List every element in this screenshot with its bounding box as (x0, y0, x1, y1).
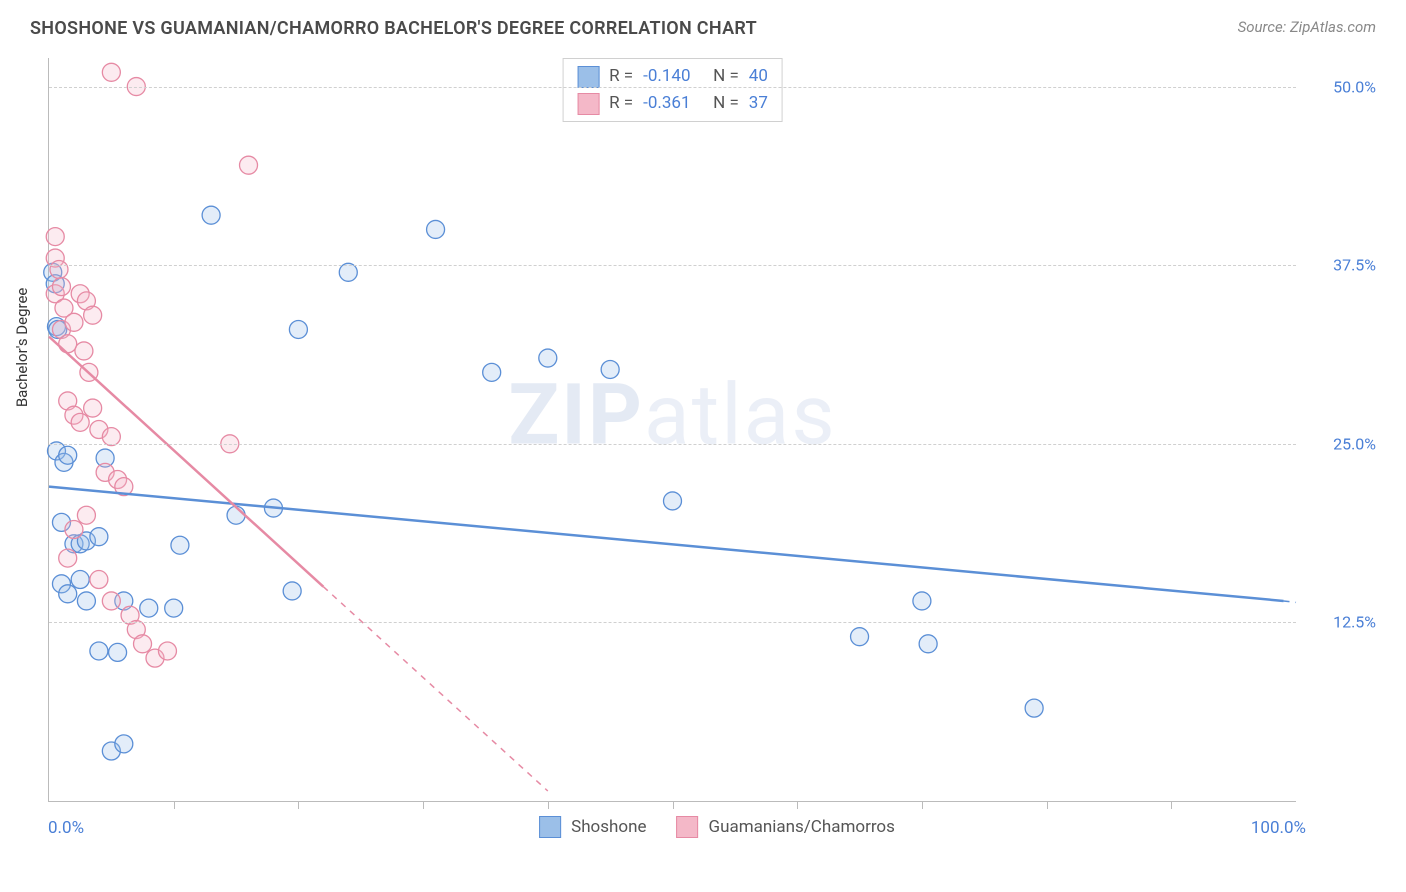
data-point (115, 735, 133, 753)
data-point (77, 592, 95, 610)
series-legend: Shoshone Guamanians/Chamorros (539, 816, 895, 838)
n-value: 37 (749, 90, 768, 117)
legend-swatch (539, 816, 561, 838)
x-axis-min-label: 0.0% (48, 818, 84, 838)
data-point (59, 549, 77, 567)
data-point (59, 585, 77, 603)
data-point (539, 349, 557, 367)
gridline (49, 265, 1296, 266)
legend-swatch (577, 66, 599, 88)
x-tick (298, 801, 299, 809)
x-axis-max-label: 100.0% (1251, 818, 1306, 838)
data-point (158, 642, 176, 660)
data-point (851, 628, 869, 646)
data-point (171, 536, 189, 554)
x-tick (1171, 801, 1172, 809)
data-point (90, 571, 108, 589)
data-point (59, 335, 77, 353)
x-tick (174, 801, 175, 809)
source-attribution: Source: ZipAtlas.com (1238, 18, 1376, 36)
data-point (134, 635, 152, 653)
data-point (283, 582, 301, 600)
data-point (202, 206, 220, 224)
trend-line-extrapolated (323, 587, 547, 791)
legend-label: Shoshone (571, 817, 646, 837)
x-tick (423, 801, 424, 809)
trend-line-extrapolated (1284, 601, 1296, 602)
x-tick (673, 801, 674, 809)
plot-area: ZIPatlas R = -0.140 N = 40 R = -0.361 N … (48, 58, 1296, 802)
data-point (240, 156, 258, 174)
chart-container: ZIPatlas R = -0.140 N = 40 R = -0.361 N … (48, 58, 1386, 852)
chart-title: SHOSHONE VS GUAMANIAN/CHAMORRO BACHELOR'… (30, 18, 757, 39)
gridline (49, 87, 1296, 88)
data-point (77, 506, 95, 524)
x-tick (1047, 801, 1048, 809)
data-point (65, 521, 83, 539)
data-point (90, 528, 108, 546)
data-point (913, 592, 931, 610)
data-point (289, 320, 307, 338)
legend-row: R = -0.361 N = 37 (577, 90, 768, 117)
data-point (75, 342, 93, 360)
data-point (71, 413, 89, 431)
data-point (84, 306, 102, 324)
data-point (90, 642, 108, 660)
data-point (46, 228, 64, 246)
y-tick-label: 12.5% (1306, 613, 1376, 632)
x-tick (797, 801, 798, 809)
legend-swatch (577, 93, 599, 115)
data-point (427, 220, 445, 238)
data-point (1025, 699, 1043, 717)
legend-label: Guamanians/Chamorros (708, 817, 894, 837)
y-axis-title: Bachelor's Degree (13, 288, 31, 408)
data-point (102, 63, 120, 81)
legend-item: Shoshone (539, 816, 646, 838)
data-point (483, 363, 501, 381)
r-value: -0.361 (643, 90, 703, 117)
data-point (109, 643, 127, 661)
data-point (84, 399, 102, 417)
data-point (59, 446, 77, 464)
source-link[interactable]: ZipAtlas.com (1290, 18, 1376, 36)
data-point (227, 506, 245, 524)
chart-header: SHOSHONE VS GUAMANIAN/CHAMORRO BACHELOR'… (0, 0, 1406, 39)
data-point (165, 599, 183, 617)
data-point (71, 571, 89, 589)
data-point (50, 260, 68, 278)
correlation-legend: R = -0.140 N = 40 R = -0.361 N = 37 (562, 58, 783, 122)
gridline (49, 444, 1296, 445)
data-point (140, 599, 158, 617)
data-point (601, 360, 619, 378)
x-tick (548, 801, 549, 809)
legend-swatch (676, 816, 698, 838)
data-point (919, 635, 937, 653)
y-tick-label: 50.0% (1306, 77, 1376, 96)
x-tick (922, 801, 923, 809)
data-point (65, 313, 83, 331)
plot-svg (49, 58, 1296, 801)
data-point (102, 592, 120, 610)
data-point (664, 492, 682, 510)
y-tick-label: 37.5% (1306, 256, 1376, 275)
data-point (52, 278, 70, 296)
y-tick-label: 25.0% (1306, 434, 1376, 453)
gridline (49, 622, 1296, 623)
legend-item: Guamanians/Chamorros (676, 816, 894, 838)
